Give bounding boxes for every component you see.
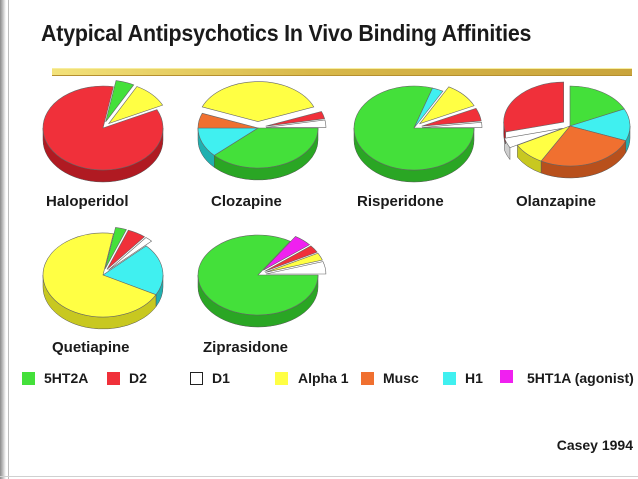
pie-risperidone: Risperidone [354,86,482,210]
legend-swatch-musc [361,372,374,385]
pie-label-ziprasidone: Ziprasidone [203,339,288,356]
pie-label-clozapine: Clozapine [211,193,282,210]
pie-haloperidol: Haloperidol [43,81,163,210]
legend-swatch-5ht2a [22,372,35,385]
legend-label-d1: D1 [212,370,230,386]
legend-label-5ht2a: 5HT2A [44,370,88,386]
pie-slice-alpha1 [202,82,314,122]
legend: 5HT2A D2 D1 Alpha 1 Musc H1 5HT1A (agonist) [0,370,638,392]
legend-swatch-5ht1a [500,370,513,383]
legend-swatch-alpha1 [275,372,288,385]
pie-label-risperidone: Risperidone [357,193,444,210]
source-citation: Casey 1994 [557,437,633,453]
pie-slice-d2 [504,82,564,132]
pie-quetiapine: Quetiapine [43,227,163,356]
legend-label-musc: Musc [383,370,419,386]
pie-label-quetiapine: Quetiapine [52,339,130,356]
pie-olanzapine: Olanzapine [504,82,630,210]
legend-swatch-d2 [107,372,120,385]
pie-charts: Haloperidol Clozapine Risperidone Olanzapin… [0,0,638,370]
pie-ziprasidone: Ziprasidone [198,235,326,356]
legend-label-d2: D2 [129,370,147,386]
legend-label-h1: H1 [465,370,483,386]
legend-label-5ht1a: 5HT1A (agonist) [527,370,634,386]
pie-label-olanzapine: Olanzapine [516,193,596,210]
pie-clozapine: Clozapine [198,82,326,210]
legend-swatch-d1 [190,372,203,385]
bottom-divider [0,476,638,477]
pie-label-haloperidol: Haloperidol [46,193,129,210]
legend-label-alpha1: Alpha 1 [298,370,349,386]
legend-swatch-h1 [443,372,456,385]
